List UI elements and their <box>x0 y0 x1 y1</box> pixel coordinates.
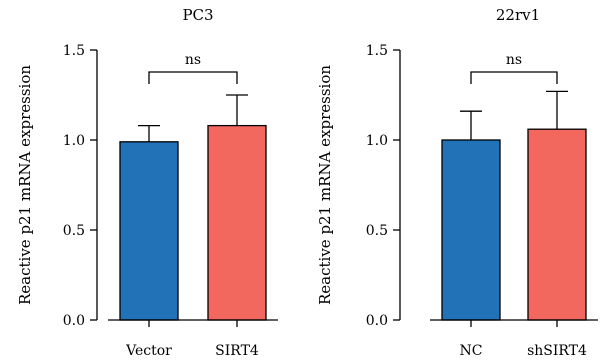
significance-label: ns <box>506 52 522 68</box>
y-tick-label: 1.5 <box>63 43 85 59</box>
bar-sirt4 <box>207 124 267 321</box>
x-tick-label: NC <box>460 343 483 359</box>
y-tick-label: 0.0 <box>63 313 85 329</box>
bar-shsirt4 <box>527 128 587 321</box>
x-tick-label: Vector <box>125 343 172 359</box>
x-tick-label: SIRT4 <box>215 343 259 359</box>
chart-title: PC3 <box>182 6 213 24</box>
y-tick-label: 0.0 <box>366 313 388 329</box>
y-tick-label: 0.5 <box>366 223 388 239</box>
significance-bracket <box>148 71 238 84</box>
y-tick-label: 1.5 <box>366 43 388 59</box>
significance-bracket <box>470 71 558 84</box>
bar-vector <box>119 141 179 321</box>
y-axis-label: Reactive p21 mRNA expression <box>316 65 334 305</box>
bar-nc <box>441 139 501 321</box>
x-tick-label: shSIRT4 <box>527 343 587 359</box>
chart-title: 22rv1 <box>496 6 540 24</box>
y-tick-label: 1.0 <box>366 133 388 149</box>
significance-label: ns <box>185 52 201 68</box>
chart-panel-22rv1: 22rv1 Reactive p21 mRNA expression 0.0 0.5 1… <box>316 6 598 359</box>
y-tick-label: 1.0 <box>63 133 85 149</box>
chart-panel-pc3: PC3 Reactive p21 mRNA expression 0.0 0.5 1.0… <box>16 6 278 359</box>
y-axis-label: Reactive p21 mRNA expression <box>16 65 34 305</box>
y-tick-label: 0.5 <box>63 223 85 239</box>
